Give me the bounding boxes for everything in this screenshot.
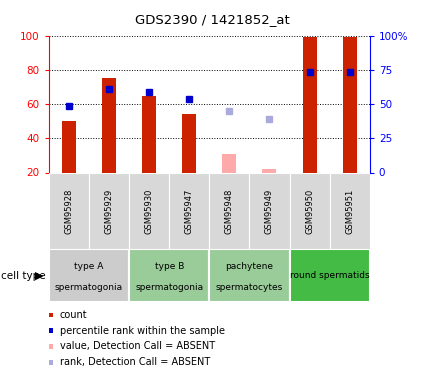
Text: GSM95929: GSM95929 bbox=[105, 188, 113, 234]
Bar bbox=[89, 172, 129, 249]
Text: type B: type B bbox=[155, 262, 184, 271]
Bar bbox=[129, 172, 169, 249]
Bar bbox=[102, 78, 116, 172]
Text: count: count bbox=[60, 310, 88, 320]
Text: GSM95948: GSM95948 bbox=[225, 188, 234, 234]
Text: ▶: ▶ bbox=[35, 271, 43, 280]
Bar bbox=[49, 172, 89, 249]
Bar bbox=[289, 172, 330, 249]
Bar bbox=[182, 114, 196, 172]
Text: cell type: cell type bbox=[1, 271, 45, 280]
Text: type A: type A bbox=[74, 262, 104, 271]
Text: spermatogonia: spermatogonia bbox=[135, 283, 203, 292]
Text: pachytene: pachytene bbox=[225, 262, 273, 271]
Text: GDS2390 / 1421852_at: GDS2390 / 1421852_at bbox=[135, 13, 290, 26]
Bar bbox=[169, 172, 209, 249]
Bar bbox=[222, 154, 236, 173]
Text: spermatocytes: spermatocytes bbox=[216, 283, 283, 292]
Bar bbox=[209, 249, 289, 302]
Text: GSM95950: GSM95950 bbox=[305, 188, 314, 234]
Text: GSM95947: GSM95947 bbox=[185, 188, 194, 234]
Text: GSM95951: GSM95951 bbox=[345, 188, 354, 234]
Text: rank, Detection Call = ABSENT: rank, Detection Call = ABSENT bbox=[60, 357, 210, 368]
Bar bbox=[289, 249, 370, 302]
Text: GSM95930: GSM95930 bbox=[144, 188, 154, 234]
Bar bbox=[343, 38, 357, 172]
Bar bbox=[209, 172, 249, 249]
Text: percentile rank within the sample: percentile rank within the sample bbox=[60, 326, 225, 336]
Bar bbox=[249, 172, 289, 249]
Bar bbox=[330, 172, 370, 249]
Text: spermatogonia: spermatogonia bbox=[55, 283, 123, 292]
Bar bbox=[129, 249, 209, 302]
Text: round spermatids: round spermatids bbox=[290, 271, 369, 280]
Bar bbox=[142, 96, 156, 172]
Text: value, Detection Call = ABSENT: value, Detection Call = ABSENT bbox=[60, 342, 215, 351]
Text: GSM95949: GSM95949 bbox=[265, 188, 274, 234]
Bar bbox=[49, 249, 129, 302]
Text: GSM95928: GSM95928 bbox=[65, 188, 74, 234]
Bar bbox=[263, 169, 277, 172]
Bar bbox=[303, 38, 317, 172]
Bar bbox=[62, 121, 76, 172]
